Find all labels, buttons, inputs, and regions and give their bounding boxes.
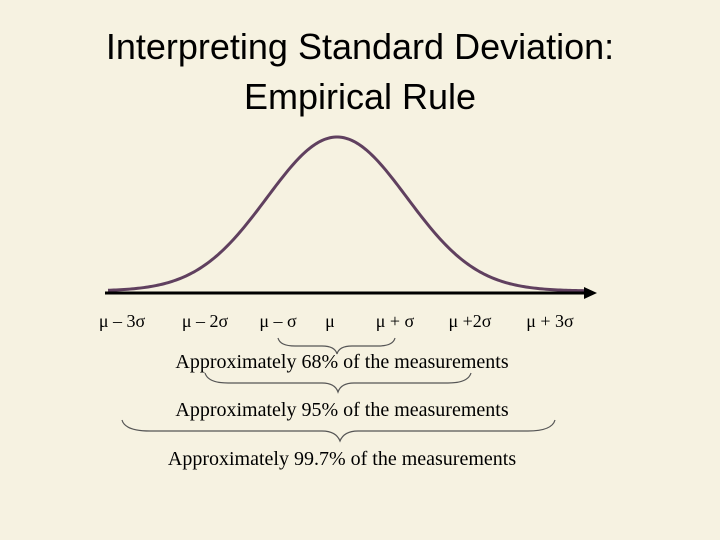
tick-label-minus-2sigma: μ – 2σ: [182, 311, 229, 331]
tick-label-plus-3sigma: μ + 3σ: [526, 311, 574, 331]
title-line-2: Empirical Rule: [243, 76, 477, 117]
caption-95-percent: Approximately 95% of the measurements: [175, 399, 508, 421]
axis-tick-labels: μ – 3σ μ – 2σ μ – σ μ μ + σ μ +2σ μ + 3σ: [99, 311, 574, 331]
tick-label-mean: μ: [325, 311, 335, 331]
tick-label-plus-2sigma: μ +2σ: [448, 311, 491, 331]
tick-label-minus-sigma: μ – σ: [259, 311, 297, 331]
x-axis-arrowhead: [584, 287, 597, 299]
tick-label-plus-sigma: μ + σ: [376, 311, 415, 331]
caption-68-percent: Approximately 68% of the measurements: [175, 351, 508, 373]
brace-99-7-percent: [121, 419, 556, 443]
tick-label-minus-3sigma: μ – 3σ: [99, 311, 146, 331]
brace-68-percent: [277, 337, 396, 355]
caption-99-7-percent: Approximately 99.7% of the measurements: [168, 448, 516, 470]
slide-title: Interpreting Standard Deviation: Empiric…: [0, 22, 720, 122]
title-line-1: Interpreting Standard Deviation:: [105, 26, 615, 67]
normal-curve: [107, 135, 587, 293]
brace-95-percent: [204, 372, 472, 394]
